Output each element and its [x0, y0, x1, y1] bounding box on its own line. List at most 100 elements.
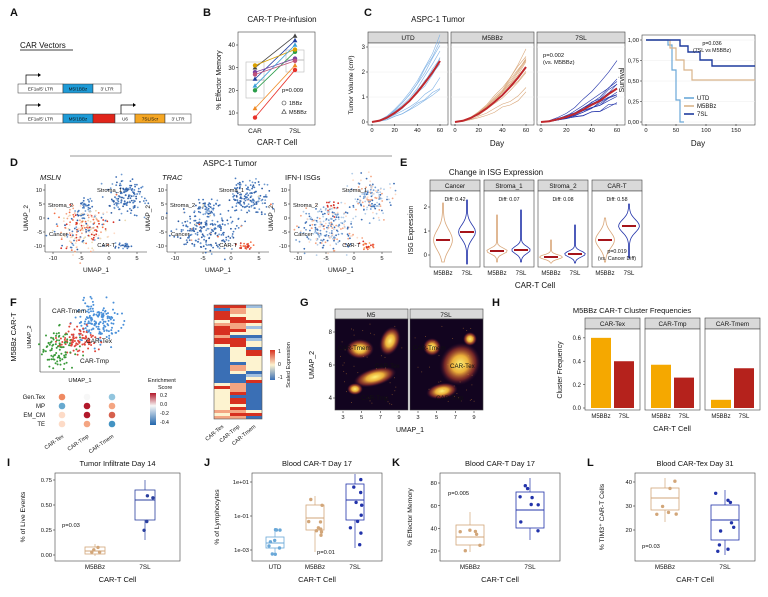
cell-point — [97, 348, 100, 351]
cell-point — [208, 237, 211, 240]
vector-element — [92, 113, 116, 124]
x-tick-label: M5BBz — [591, 414, 610, 420]
cell-point — [68, 232, 71, 234]
point — [728, 500, 733, 505]
violin — [486, 214, 508, 263]
cell-point — [97, 237, 100, 240]
cell-point — [117, 330, 120, 332]
cell-point — [381, 192, 383, 195]
point — [523, 484, 527, 488]
cell-point — [341, 222, 344, 225]
cell-point — [83, 197, 85, 199]
arrow-head — [38, 103, 41, 107]
cell-point — [318, 217, 321, 220]
heatmap-cell — [214, 317, 230, 320]
annotation: p=0.036 — [702, 41, 721, 47]
panel-letter: G — [300, 297, 309, 309]
cell-point — [133, 189, 136, 192]
cell-point — [104, 219, 107, 222]
cell-point — [353, 334, 355, 336]
heatmap-cell — [214, 308, 230, 311]
heatmap-cell — [214, 416, 230, 419]
x-tick-label: 7SL — [516, 271, 527, 277]
cell-point — [467, 374, 469, 376]
y-tick-label: 30 — [228, 66, 235, 72]
heatmap-cell — [246, 413, 262, 416]
cell-point — [364, 191, 366, 194]
cell-point — [190, 229, 193, 232]
cell-point — [373, 205, 376, 208]
cell-point — [93, 229, 96, 232]
cell-point — [79, 330, 82, 333]
cluster-label: CAR-Tmp — [80, 358, 109, 365]
axis-title: UMAP_2 — [268, 205, 275, 231]
x-tick-label: -5 — [200, 256, 205, 262]
plot-frame — [367, 42, 449, 126]
cell-point — [232, 236, 235, 239]
cell-point — [414, 337, 416, 339]
cell-point — [72, 349, 75, 352]
cell-point — [471, 399, 473, 400]
cell-point — [134, 183, 136, 186]
y-tick-label: 0.6 — [573, 336, 582, 342]
cell-point — [186, 220, 189, 223]
cell-point — [138, 193, 141, 195]
cell-point — [104, 310, 106, 313]
cell-point — [329, 224, 332, 226]
cell-point — [141, 185, 144, 188]
axis-title: ISG Expression — [408, 206, 415, 255]
cell-point — [93, 342, 96, 345]
panel-letter: A — [10, 7, 18, 19]
row-label: EM_CM — [23, 413, 45, 419]
cell-point — [130, 195, 133, 198]
cell-point — [85, 329, 88, 332]
title: ASPC-1 Tumor — [203, 159, 257, 168]
y-tick-label: 0.25 — [41, 528, 52, 534]
cell-point — [52, 367, 55, 370]
cell-point — [316, 216, 319, 219]
cell-point — [366, 248, 369, 251]
cell-point — [459, 381, 461, 383]
cell-point — [76, 350, 79, 353]
cell-point — [244, 199, 247, 202]
cell-point — [131, 178, 134, 181]
enrichment-dot — [58, 411, 66, 419]
cell-point — [74, 210, 76, 212]
cell-point — [89, 341, 92, 344]
cell-point — [188, 235, 190, 238]
tumor-curve — [540, 60, 618, 123]
facet-label: CAR-Tmem — [716, 321, 749, 328]
cell-point — [60, 343, 63, 346]
cell-point — [308, 215, 311, 218]
cell-point — [89, 213, 92, 216]
cell-point — [341, 232, 344, 235]
x-tick-label: M5BBz — [655, 564, 675, 571]
cell-point — [340, 228, 342, 230]
cell-point — [71, 230, 74, 233]
cell-point — [389, 204, 392, 207]
cell-point — [204, 251, 207, 254]
axis-title: CAR-T Cell — [99, 575, 137, 584]
cell-point — [100, 314, 103, 317]
cell-point — [71, 232, 73, 235]
cell-point — [209, 233, 212, 236]
annotation: p=0.01 — [317, 550, 335, 556]
cell-point — [125, 202, 128, 205]
title: ASPC-1 Tumor — [411, 15, 465, 24]
cell-point — [374, 203, 376, 206]
cell-point — [58, 348, 61, 351]
cell-point — [369, 400, 371, 402]
cell-point — [119, 182, 122, 185]
cell-point — [315, 238, 318, 241]
legend-label: 7SL — [697, 112, 708, 118]
cell-point — [82, 217, 85, 220]
box — [650, 487, 680, 511]
cell-point — [366, 191, 369, 194]
point — [252, 72, 258, 77]
cell-point — [85, 316, 88, 319]
cell-point — [357, 202, 360, 205]
cell-point — [85, 242, 87, 245]
cell-point — [368, 222, 371, 225]
cell-point — [332, 224, 334, 227]
point — [292, 47, 298, 52]
